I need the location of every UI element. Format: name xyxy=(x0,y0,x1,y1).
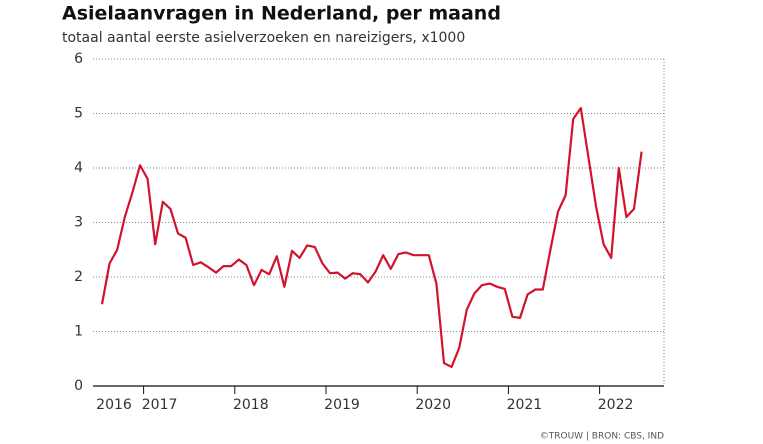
x-tick-label: 2018 xyxy=(233,397,269,413)
y-tick-label: 5 xyxy=(74,106,83,122)
y-tick-label: 3 xyxy=(74,215,83,231)
chart-subtitle: totaal aantal eerste asielverzoeken en n… xyxy=(62,30,465,46)
x-tick-label: 2020 xyxy=(415,397,451,413)
x-tick-label: 2019 xyxy=(324,397,360,413)
y-tick-label: 0 xyxy=(74,378,83,394)
y-tick-label: 6 xyxy=(74,51,83,67)
x-tick-label: 2021 xyxy=(507,397,543,413)
source: ©TROUW | BRON: CBS, IND xyxy=(540,432,664,442)
y-tick-label: 2 xyxy=(74,269,83,285)
x-tick-label: 2022 xyxy=(598,397,634,413)
x-tick-label: 2017 xyxy=(142,397,178,413)
data-line xyxy=(100,106,643,369)
y-tick-label: 4 xyxy=(74,160,83,176)
chart-title: Asielaanvragen in Nederland, per maand xyxy=(62,3,501,25)
y-tick-label: 1 xyxy=(74,324,83,340)
x-tick-label: 2016 xyxy=(96,397,132,413)
